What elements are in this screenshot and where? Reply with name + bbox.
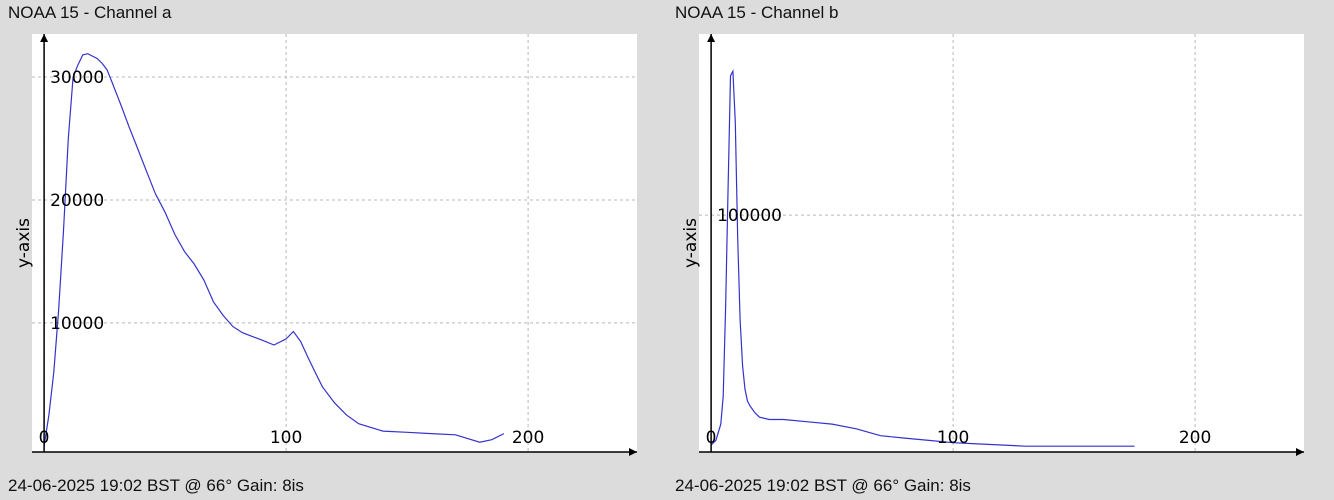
y-tick-label: 30000 bbox=[50, 68, 104, 88]
chart-footer: 24-06-2025 19:02 BST @ 66° Gain: 8is bbox=[675, 476, 971, 495]
chart-title: NOAA 15 - Channel b bbox=[675, 3, 839, 22]
chart-plot-channel-a: 0 100 200 10000 20000 30000 y-axis bbox=[14, 34, 637, 456]
chart-title: NOAA 15 - Channel a bbox=[8, 3, 172, 22]
y-tick-label: 20000 bbox=[50, 191, 104, 211]
chart-panel-channel-b: NOAA 15 - Channel b 0 100 200 100000 y-axis … bbox=[667, 0, 1334, 500]
y-axis-label: y-axis bbox=[681, 218, 701, 268]
series-line bbox=[710, 68, 1135, 447]
x-axis-arrow-icon bbox=[629, 448, 637, 456]
plot-background bbox=[32, 34, 637, 452]
x-tick-label: 100 bbox=[937, 428, 969, 448]
y-axis-label: y-axis bbox=[14, 218, 34, 268]
y-tick-label: 100000 bbox=[717, 206, 782, 226]
x-axis-arrow-icon bbox=[1296, 448, 1304, 456]
chart-panel-channel-a: NOAA 15 - Channel a 0 100 200 10000 20000 300… bbox=[8, 3, 637, 495]
plot-background bbox=[699, 34, 1304, 452]
x-tick-label: 200 bbox=[1179, 428, 1211, 448]
y-tick-label: 10000 bbox=[50, 314, 104, 334]
x-tick-label: 0 bbox=[39, 428, 50, 448]
y-axis-arrow-icon bbox=[40, 34, 49, 42]
x-tick-label: 200 bbox=[512, 428, 544, 448]
x-tick-label: 0 bbox=[706, 428, 717, 448]
chart-footer: 24-06-2025 19:02 BST @ 66° Gain: 8is bbox=[8, 476, 304, 495]
series-line bbox=[43, 53, 505, 446]
x-tick-label: 100 bbox=[270, 428, 302, 448]
chart-plot-channel-b: 0 100 200 100000 y-axis bbox=[681, 34, 1304, 456]
y-axis-arrow-icon bbox=[707, 34, 716, 42]
